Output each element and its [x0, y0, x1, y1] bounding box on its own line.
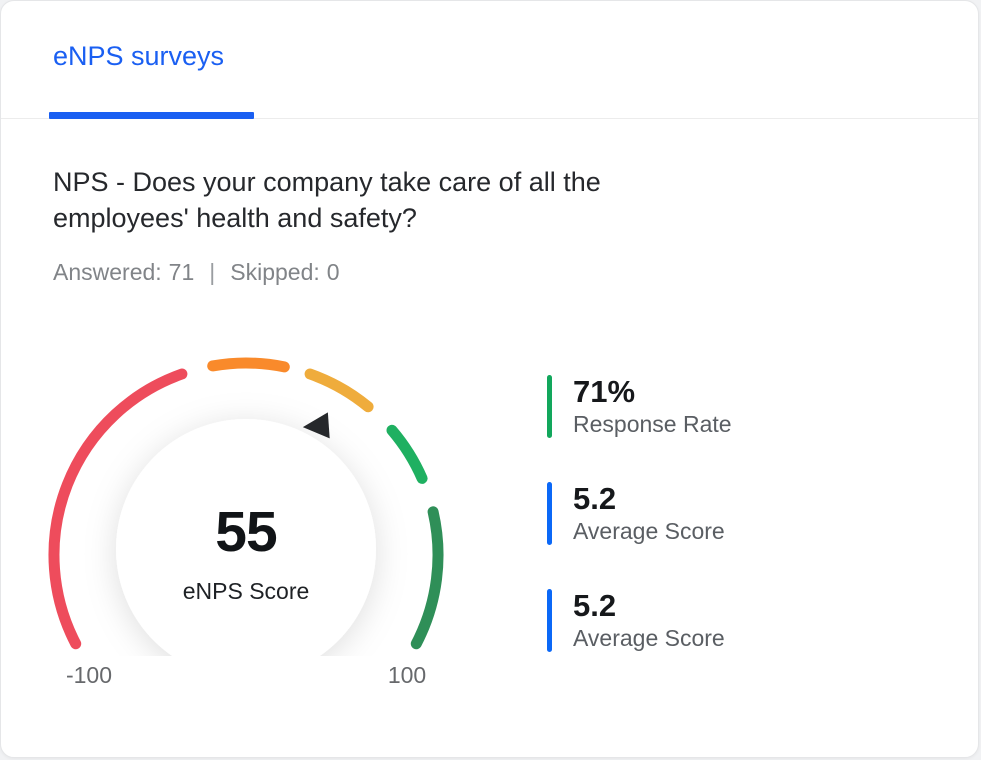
answered-label: Answered:	[53, 259, 162, 285]
enps-score-value: 55	[215, 500, 277, 564]
gauge-pointer-icon	[302, 412, 330, 439]
stat-row-average-score-2: 5.2 Average Score	[547, 589, 732, 652]
gauge-chart	[48, 357, 444, 656]
stat-value: 5.2	[573, 588, 617, 623]
enps-score-label: eNPS Score	[182, 578, 310, 604]
question-meta: Answered: 71 | Skipped: 0	[53, 259, 340, 286]
meta-separator: |	[209, 259, 216, 285]
gauge-min-label: -100	[65, 662, 113, 688]
stat-row-average-score-1: 5.2 Average Score	[547, 482, 732, 545]
stat-label: Response Rate	[573, 411, 732, 437]
gauge-max-label: 100	[387, 662, 427, 688]
stat-accent-bar	[547, 375, 552, 438]
tab-active-underline	[49, 112, 254, 119]
stat-label: Average Score	[573, 625, 725, 651]
answered-value: 71	[168, 259, 195, 285]
stat-accent-bar	[547, 482, 552, 545]
enps-gauge: 55 eNPS Score -100 100	[31, 341, 471, 693]
gauge-segment-orange	[207, 357, 290, 373]
gauge-segment-dark-green	[410, 506, 444, 650]
stat-value: 5.2	[573, 481, 617, 516]
stat-accent-bar	[547, 589, 552, 652]
gauge-segment-light-green	[386, 424, 428, 484]
gauge-segment-red	[48, 368, 188, 650]
tab-enps-surveys[interactable]: eNPS surveys	[49, 41, 254, 119]
gauge-inner-circle	[116, 419, 376, 656]
stat-label: Average Score	[573, 518, 725, 544]
gauge-segment-amber	[304, 368, 374, 413]
skipped-label: Skipped:	[230, 259, 320, 285]
stat-value: 71%	[573, 374, 636, 409]
stats-panel: 71% Response Rate 5.2 Average Score 5.2 …	[547, 375, 732, 696]
tab-bar: eNPS surveys	[1, 1, 978, 119]
stat-row-response-rate: 71% Response Rate	[547, 375, 732, 438]
skipped-value: 0	[326, 259, 340, 285]
tab-label: eNPS surveys	[53, 41, 225, 71]
question-title: NPS - Does your company take care of all…	[53, 167, 601, 233]
